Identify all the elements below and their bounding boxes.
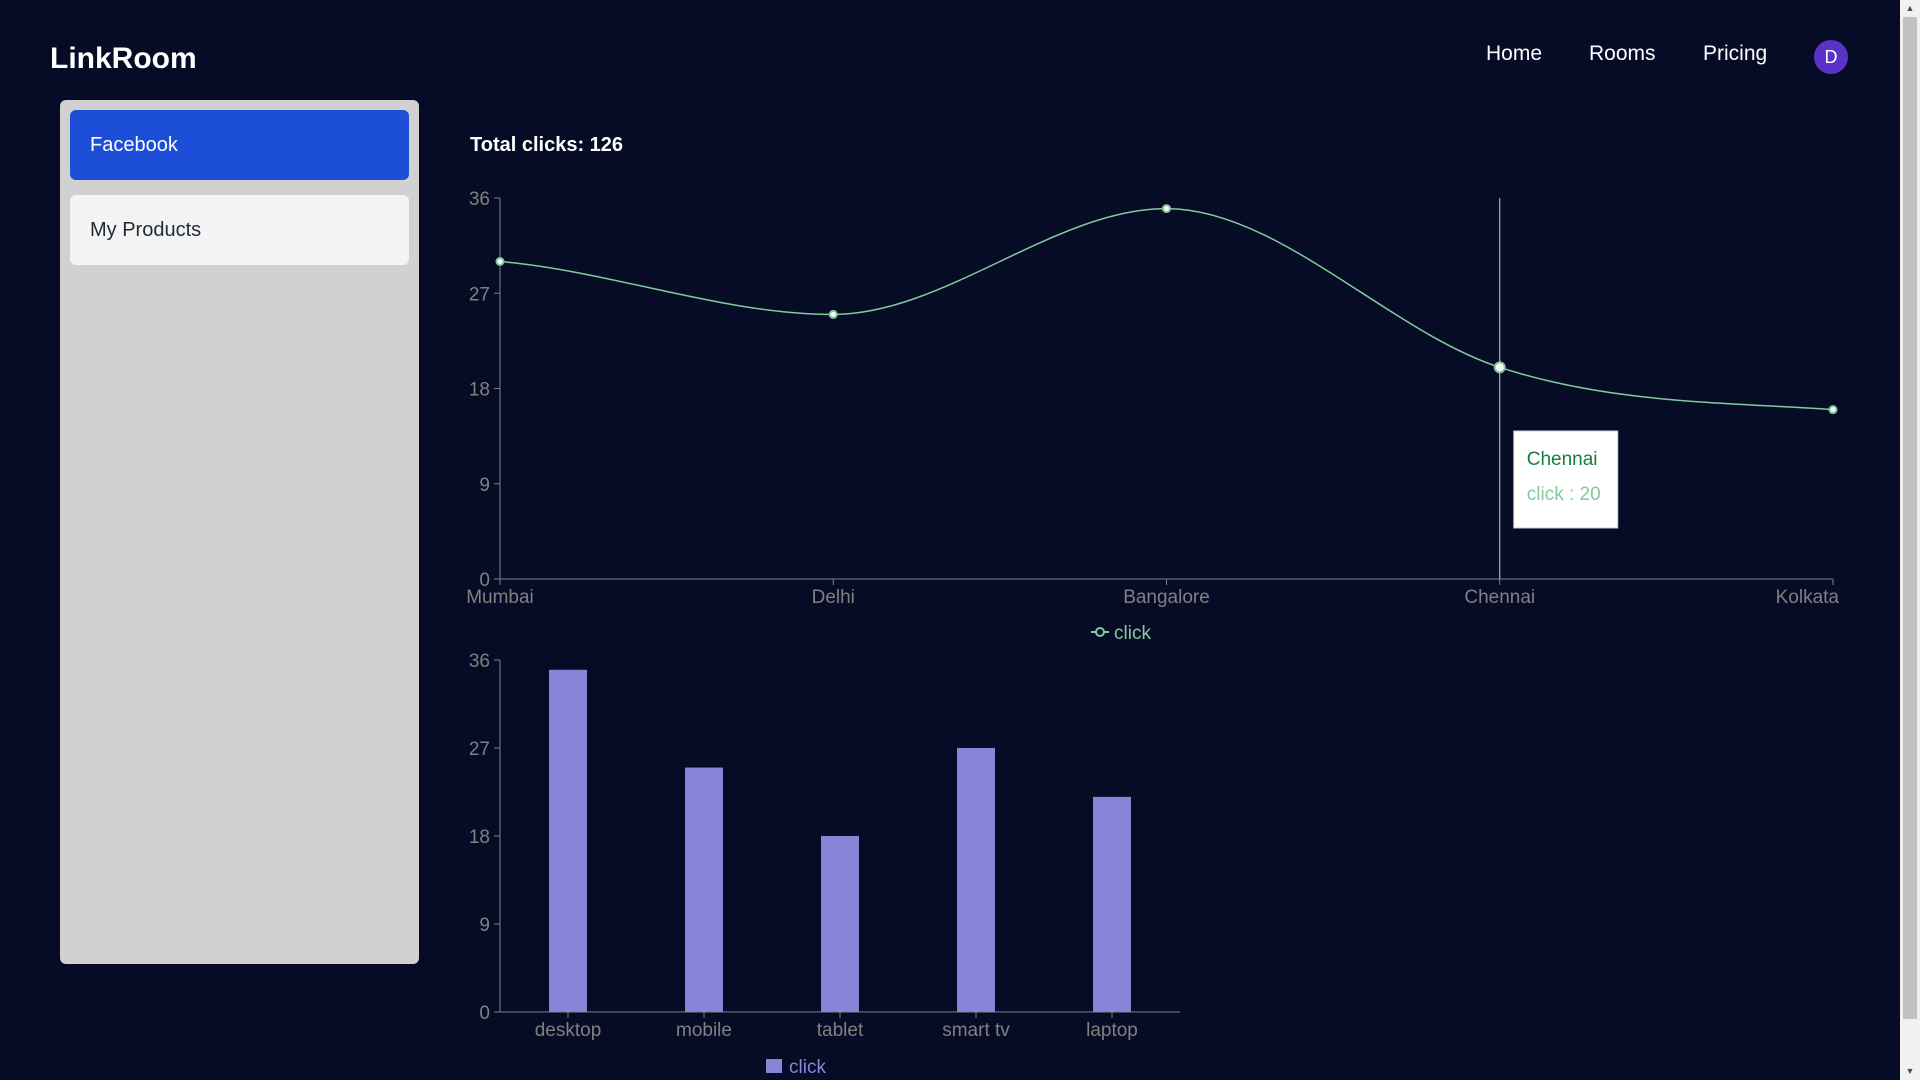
data-point-bangalore — [1162, 204, 1171, 214]
y-tick-label: 0 — [479, 570, 490, 591]
bar-y-tick-label: 36 — [469, 651, 490, 672]
bar-x-tick-label: desktop — [535, 1020, 602, 1041]
bar-y-tick-label: 18 — [469, 827, 490, 848]
legend-marker-icon — [1095, 627, 1105, 637]
tooltip-value: click : 20 — [1527, 484, 1601, 505]
sidebar: Facebook My Products — [60, 100, 419, 964]
app-logo[interactable]: LinkRoom — [50, 42, 197, 75]
bar-smart-tv — [957, 748, 995, 1012]
y-tick-label: 27 — [469, 284, 490, 305]
data-point-chennai — [1493, 361, 1506, 374]
bar-x-tick-label: mobile — [676, 1020, 732, 1041]
user-avatar[interactable]: D — [1814, 40, 1848, 74]
scroll-down-arrow-icon[interactable]: ▼ — [1905, 1066, 1915, 1076]
bar-x-tick-label: tablet — [817, 1020, 864, 1041]
bar-y-tick-label: 27 — [469, 739, 490, 760]
tooltip-box — [1513, 430, 1619, 529]
y-tick-label: 36 — [469, 189, 490, 210]
bar-tablet — [821, 836, 859, 1012]
scroll-thumb[interactable] — [1903, 17, 1917, 1019]
tooltip-title: Chennai — [1527, 449, 1598, 470]
vertical-scrollbar[interactable]: ▲ ▼ — [1900, 0, 1920, 1080]
nav-rooms-link[interactable]: Rooms — [1589, 42, 1656, 65]
bar-x-tick-label: smart tv — [942, 1020, 1010, 1041]
nav-pricing-link[interactable]: Pricing — [1703, 42, 1768, 65]
bar-legend-label: click — [789, 1057, 826, 1078]
x-tick-label: Kolkata — [1776, 587, 1840, 608]
data-point-kolkata — [1828, 405, 1838, 415]
x-tick-label: Mumbai — [466, 587, 534, 608]
scroll-up-arrow-icon[interactable]: ▲ — [1905, 3, 1915, 13]
data-point-mumbai — [495, 257, 505, 266]
bar-laptop — [1093, 796, 1131, 1012]
bar-legend-swatch-icon — [766, 1059, 782, 1073]
nav-home-link[interactable]: Home — [1486, 42, 1543, 65]
x-tick-label: Delhi — [812, 587, 855, 608]
line-chart: 0 9 18 27 36 Mumbai Delhi Bangalore Chennai Kolka… — [466, 189, 1840, 644]
sidebar-item-my-products[interactable]: My Products — [70, 195, 409, 265]
y-tick-label: 9 — [479, 475, 490, 496]
bar-x-tick-label: laptop — [1086, 1020, 1138, 1041]
total-clicks-label: Total clicks: 126 — [470, 134, 624, 156]
bar-desktop — [549, 669, 587, 1012]
bar-y-tick-label: 9 — [479, 915, 490, 936]
legend-label: click — [1114, 623, 1151, 644]
bar-mobile — [685, 767, 723, 1012]
bar-y-tick-label: 0 — [479, 1003, 490, 1024]
data-point-delhi — [828, 309, 838, 319]
x-tick-label: Bangalore — [1123, 587, 1210, 608]
sidebar-item-facebook[interactable]: Facebook — [70, 110, 409, 180]
x-tick-label: Chennai — [1464, 587, 1535, 608]
y-tick-label: 18 — [469, 380, 490, 401]
